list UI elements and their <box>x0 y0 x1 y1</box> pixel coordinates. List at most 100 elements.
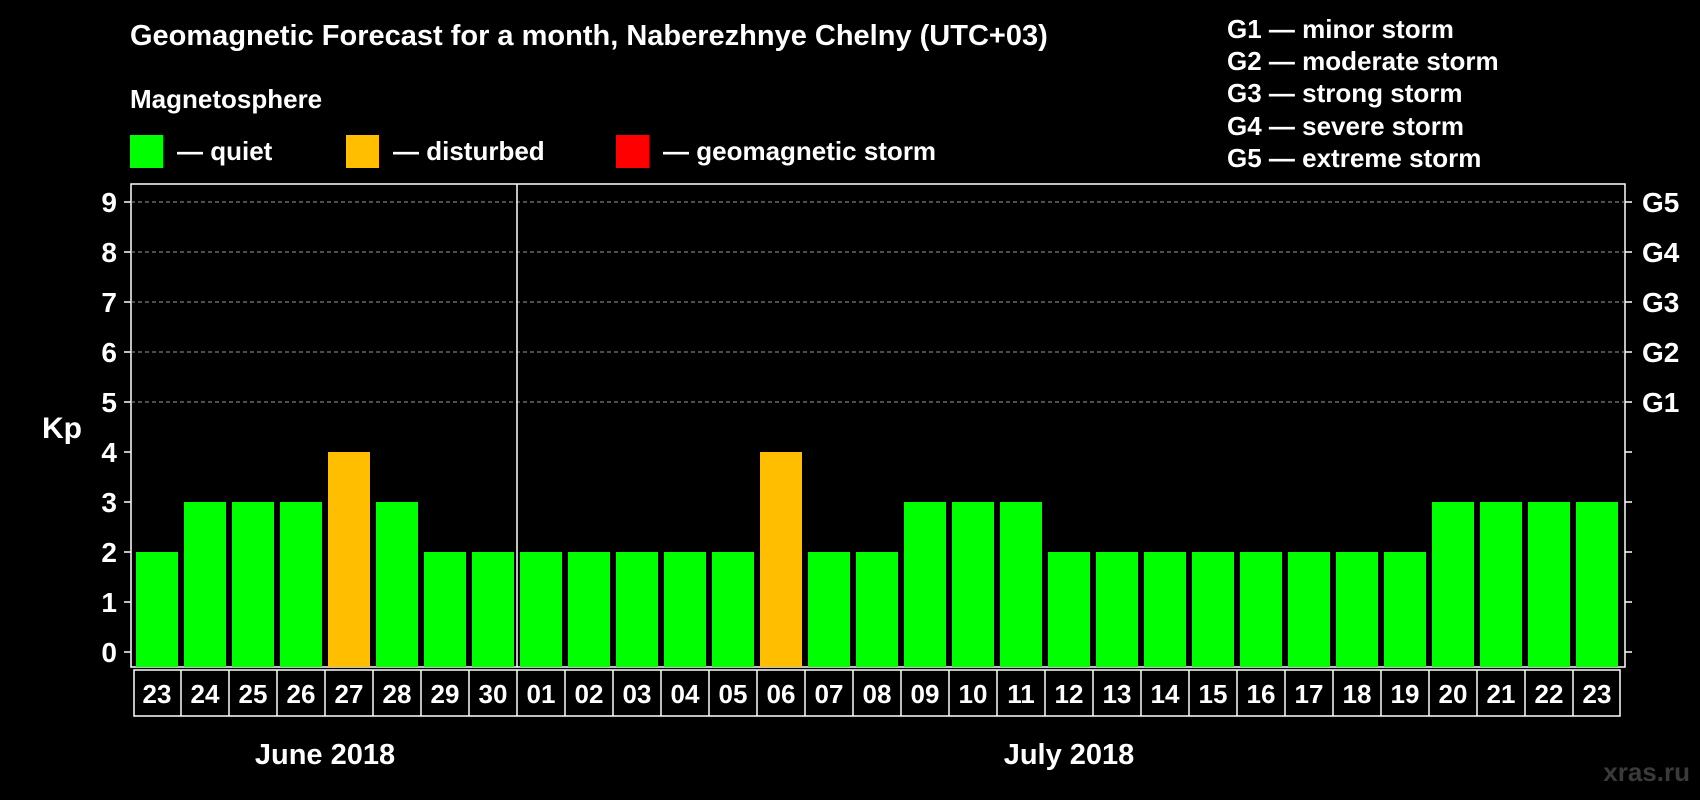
x-tick-label: 22 <box>1535 679 1564 709</box>
y-tick-label: 6 <box>101 337 117 368</box>
bar <box>1096 552 1138 667</box>
bar <box>904 502 946 667</box>
bar <box>280 502 322 667</box>
storm-level-g2: G2 — moderate storm <box>1227 46 1499 77</box>
bar <box>856 552 898 667</box>
bar <box>1240 552 1282 667</box>
y-tick-label: 2 <box>101 537 117 568</box>
x-tick-label: 05 <box>719 679 748 709</box>
x-tick-label: 28 <box>383 679 412 709</box>
x-tick-label: 21 <box>1487 679 1516 709</box>
legend-swatch-quiet <box>130 134 163 168</box>
legend-item-quiet: — quiet <box>130 134 272 168</box>
magnetosphere-title: Magnetosphere <box>130 84 323 114</box>
y-tick-label: 3 <box>101 487 117 518</box>
x-tick-label: 29 <box>431 679 460 709</box>
bar <box>1192 552 1234 667</box>
right-axis-label: G3 <box>1642 287 1679 318</box>
storm-level-legend: G1 — minor storm G2 — moderate storm G3 … <box>1227 13 1499 174</box>
month-label: June 2018 <box>255 739 395 771</box>
date-label-box <box>133 669 1621 717</box>
x-tick-label: 16 <box>1247 679 1276 709</box>
bar <box>760 452 802 667</box>
bar <box>520 552 562 667</box>
x-tick-label: 27 <box>335 679 364 709</box>
bar <box>1384 552 1426 667</box>
bar <box>808 552 850 667</box>
bar <box>328 452 370 667</box>
bar <box>664 552 706 667</box>
bar <box>1144 552 1186 667</box>
y-tick-label: 4 <box>101 437 117 468</box>
right-axis-label: G1 <box>1642 387 1679 418</box>
x-tick-label: 08 <box>863 679 892 709</box>
x-tick-label: 13 <box>1103 679 1132 709</box>
storm-level-g1: G1 — minor storm <box>1227 14 1454 44</box>
bar <box>376 502 418 667</box>
x-tick-label: 24 <box>191 679 220 709</box>
right-axis-label: G4 <box>1642 237 1680 268</box>
month-label: July 2018 <box>1004 739 1135 771</box>
bar <box>1288 552 1330 667</box>
y-tick-label: 7 <box>101 287 117 318</box>
x-tick-label: 04 <box>671 679 700 709</box>
x-tick-label: 10 <box>959 679 988 709</box>
y-axis-label: Kp <box>42 412 82 445</box>
bar <box>1480 502 1522 667</box>
legend-item-storm: — geomagnetic storm <box>616 134 936 168</box>
chart-title: Geomagnetic Forecast for a month, Nabere… <box>130 20 1048 52</box>
x-tick-label: 11 <box>1007 679 1035 709</box>
x-tick-label: 15 <box>1199 679 1228 709</box>
x-tick-label: 07 <box>815 679 844 709</box>
y-tick-label: 9 <box>101 187 117 218</box>
x-tick-label: 01 <box>527 679 556 709</box>
x-tick-label: 12 <box>1055 679 1084 709</box>
x-tick-label: 18 <box>1343 679 1372 709</box>
legend-label-disturbed: — disturbed <box>393 135 545 166</box>
x-tick-label: 25 <box>239 679 268 709</box>
y-tick-label: 1 <box>101 587 117 618</box>
watermark: xras.ru <box>1603 757 1690 787</box>
x-tick-label: 20 <box>1439 679 1468 709</box>
bar <box>952 502 994 667</box>
x-tick-label: 03 <box>623 679 652 709</box>
legend-label-quiet: — quiet <box>177 135 273 166</box>
x-tick-label: 09 <box>911 679 940 709</box>
legend-swatch-disturbed <box>346 134 379 168</box>
bar <box>1432 502 1474 667</box>
legend-item-disturbed: — disturbed <box>346 134 545 168</box>
x-tick-label: 14 <box>1151 679 1180 709</box>
bar <box>1000 502 1042 667</box>
storm-level-g3: G3 — strong storm <box>1227 78 1463 109</box>
legend-swatch-storm <box>616 134 649 168</box>
x-tick-label: 17 <box>1295 679 1324 709</box>
x-tick-label: 23 <box>143 679 172 709</box>
storm-level-g5: G5 — extreme storm <box>1227 142 1482 173</box>
x-tick-label: 02 <box>575 679 604 709</box>
legend-label-storm: — geomagnetic storm <box>663 135 937 166</box>
y-tick-label: 0 <box>101 637 117 668</box>
bar <box>424 552 466 667</box>
x-tick-label: 23 <box>1583 679 1612 709</box>
storm-level-g4: G4 — severe storm <box>1227 110 1465 141</box>
bar <box>1336 552 1378 667</box>
y-tick-label: 5 <box>101 387 117 418</box>
bar <box>136 552 178 667</box>
bar <box>616 552 658 667</box>
bar <box>472 552 514 667</box>
bar <box>568 552 610 667</box>
x-tick-label: 19 <box>1391 679 1420 709</box>
bar <box>184 502 226 667</box>
bar <box>712 552 754 667</box>
x-tick-label: 26 <box>287 679 316 709</box>
right-axis-label: G5 <box>1642 187 1679 218</box>
y-tick-label: 8 <box>101 237 117 268</box>
bar <box>1528 502 1570 667</box>
right-axis-label: G2 <box>1642 337 1679 368</box>
x-tick-label: 06 <box>767 679 796 709</box>
bar <box>232 502 274 667</box>
bar <box>1048 552 1090 667</box>
x-tick-label: 30 <box>479 679 508 709</box>
bar <box>1576 502 1618 667</box>
